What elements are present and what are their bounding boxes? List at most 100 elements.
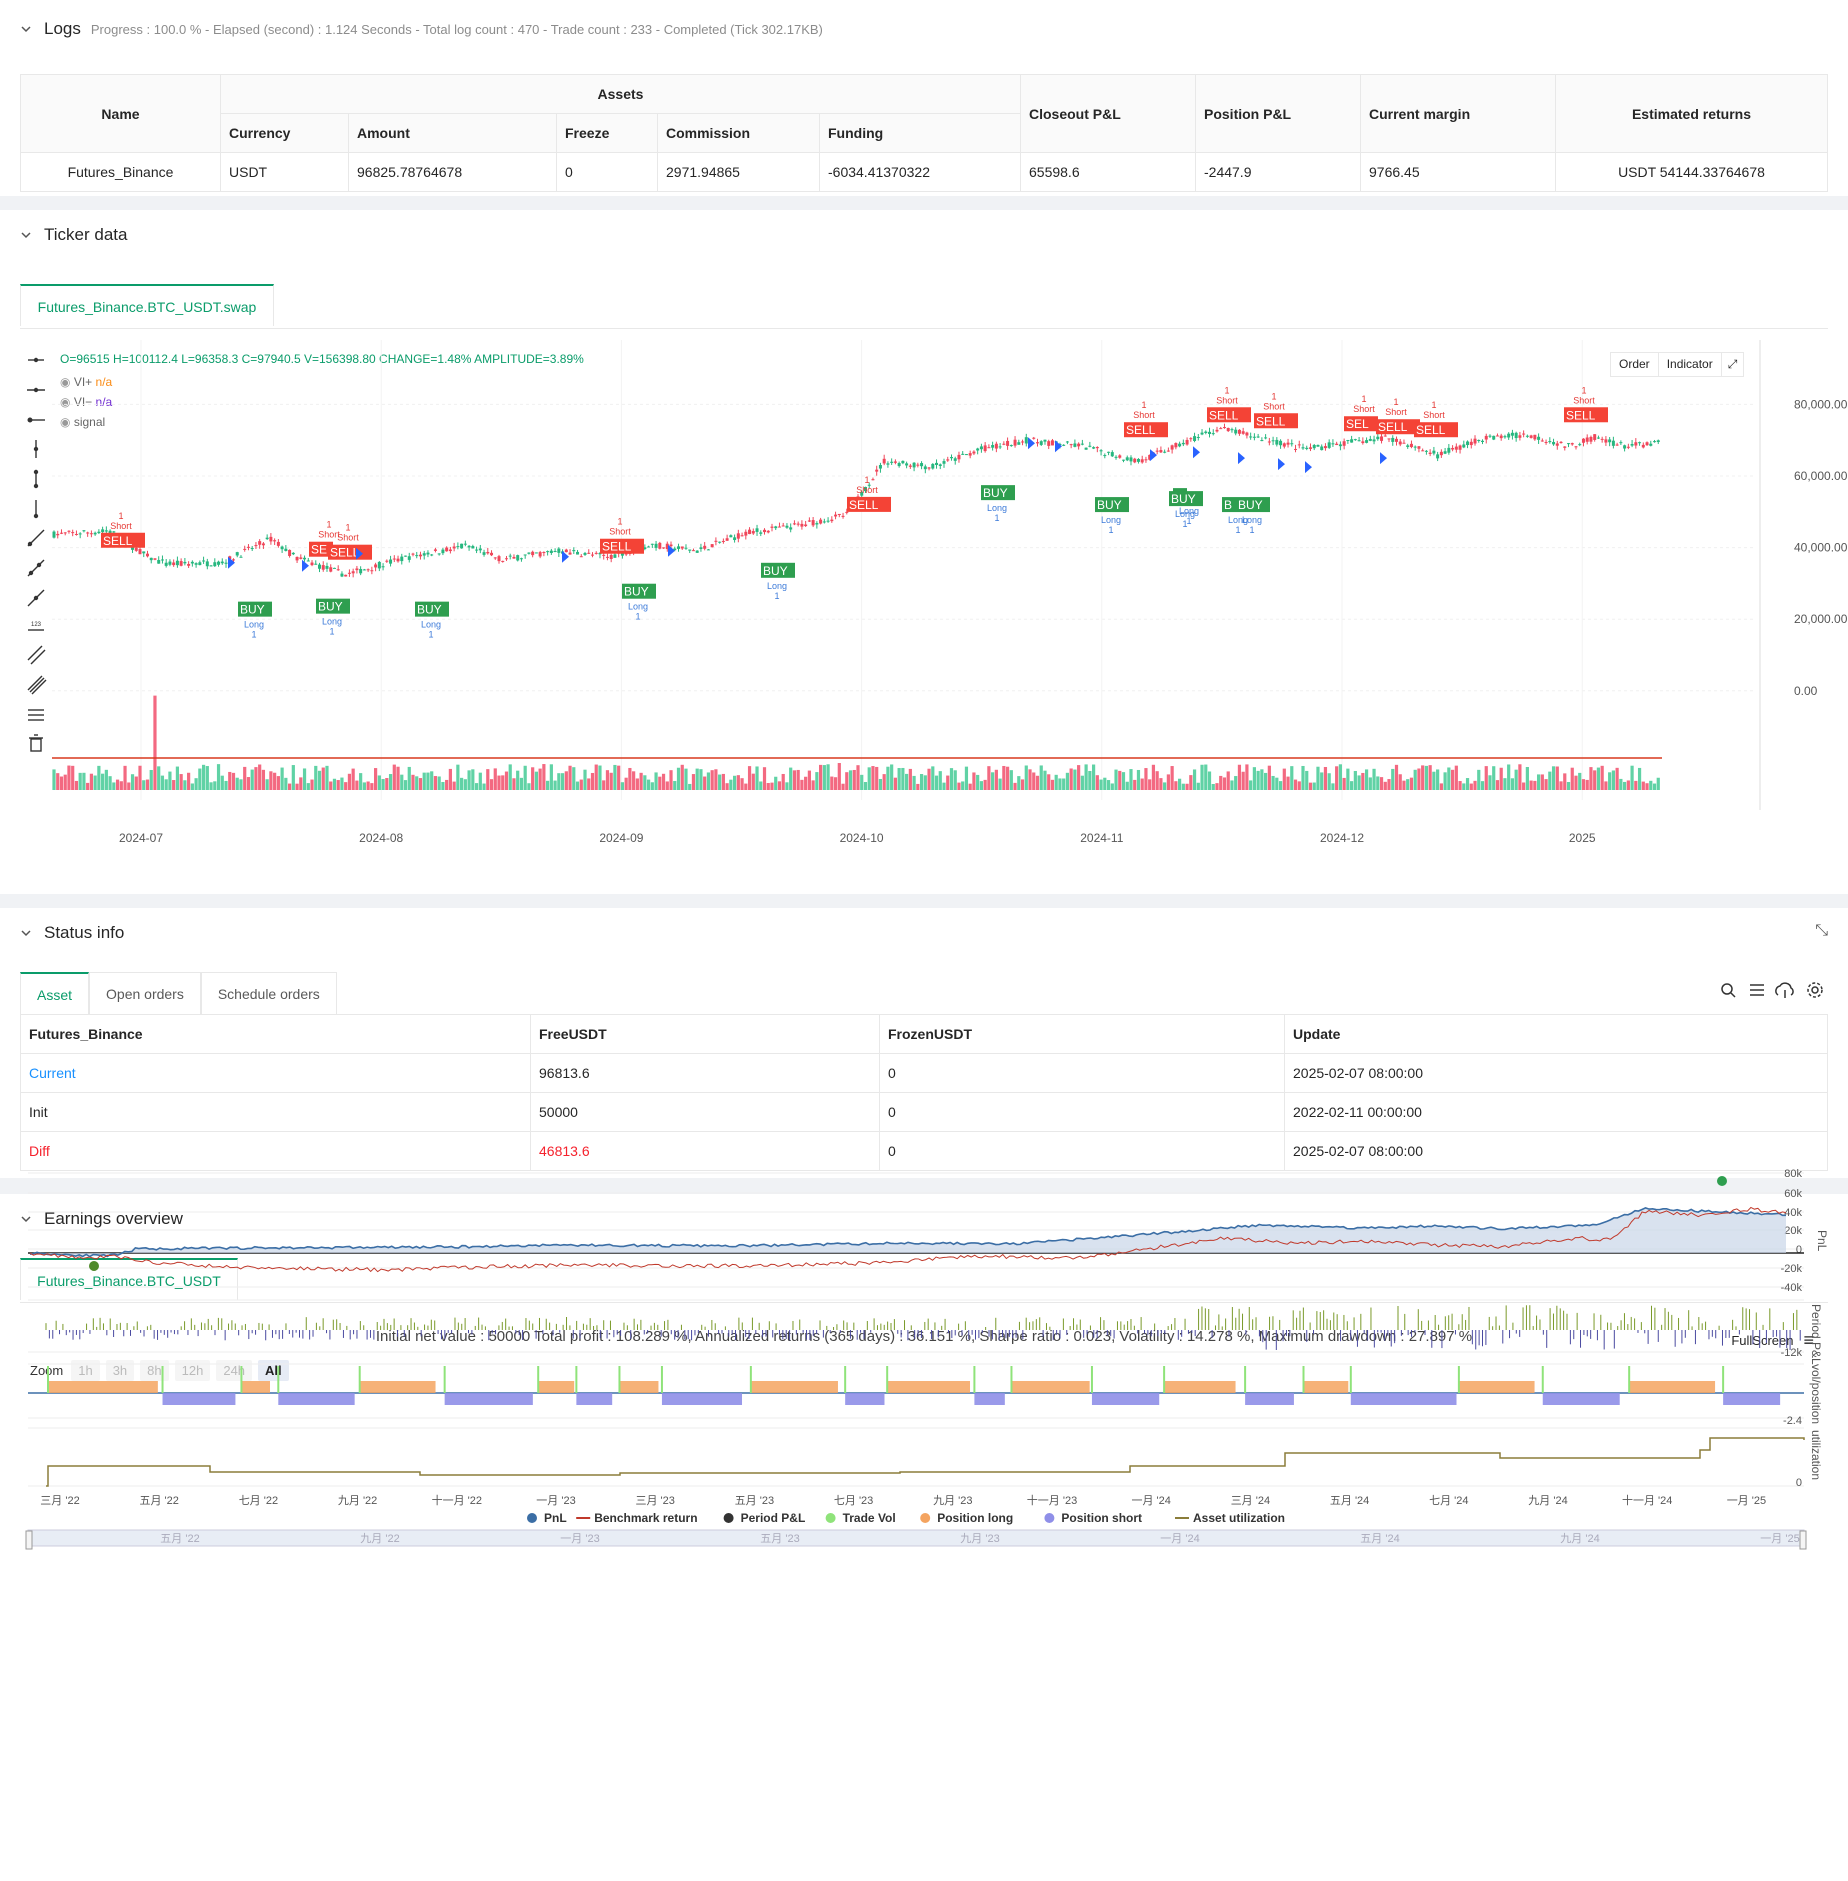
menu-icon[interactable] — [1750, 984, 1764, 996]
candle-body — [86, 532, 90, 534]
candle-body — [280, 546, 284, 550]
tab-schedule-orders[interactable]: Schedule orders — [200, 972, 337, 1014]
eye-icon[interactable]: ◉ — [60, 415, 71, 429]
candle-body — [822, 521, 826, 523]
buy-badge — [415, 601, 449, 617]
row-current-name[interactable]: Current — [20, 1053, 531, 1093]
earnings-chart[interactable]: 80k 60k 40k 20k 0 -20k -40k PnL -12k Period P&L -2… — [0, 1150, 1848, 1690]
candle-body — [968, 453, 972, 456]
tab-ticker-symbol[interactable]: Futures_Binance.BTC_USDT.swap — [20, 284, 274, 326]
chevron-down-icon[interactable] — [20, 1213, 32, 1225]
eye-icon[interactable]: ◉ — [60, 395, 71, 409]
horizontal-ray-tool-icon[interactable] — [27, 417, 45, 423]
volume-bar — [160, 775, 165, 790]
ray-line-tool-icon[interactable] — [27, 559, 45, 577]
volume-bar — [1402, 780, 1406, 790]
row-position: -2447.9 — [1195, 152, 1361, 192]
chevron-down-icon[interactable] — [20, 23, 32, 35]
zoom-8h[interactable]: 8h — [140, 1360, 169, 1381]
buy-badge-label: BUY — [763, 564, 788, 578]
legend-vi-plus[interactable]: ◉ VI+ n/a — [60, 375, 113, 389]
volume-bar — [804, 776, 808, 790]
trash-icon[interactable] — [29, 734, 43, 752]
sell-qty-label: 1 — [1224, 385, 1229, 395]
ticker-header[interactable]: Ticker data — [0, 210, 1848, 256]
chevron-down-icon[interactable] — [20, 229, 32, 241]
zoom-12h[interactable]: 12h — [174, 1360, 211, 1381]
zoom-1h[interactable]: 1h — [71, 1360, 100, 1381]
volume-bar — [1095, 775, 1099, 790]
x-tick-label: 2024-09 — [599, 831, 643, 845]
vertical-ray-tool-icon[interactable] — [33, 500, 39, 519]
candle-body — [261, 543, 265, 546]
sell-qty-label: 1 — [1393, 397, 1398, 407]
x-tick-label: 三月 '23 — [635, 1495, 674, 1507]
navigator-label: 一月 '25 — [1760, 1533, 1799, 1545]
horizontal-line-tool-icon[interactable] — [27, 387, 45, 393]
volume-bar — [953, 770, 957, 790]
expand-icon[interactable]: ⤢ — [1727, 357, 1738, 371]
legend-label: Position short — [1061, 1511, 1142, 1525]
vertical-line-tool-icon[interactable] — [33, 440, 39, 458]
candle-body — [740, 535, 744, 537]
ticker-section: Ticker data Futures_Binance.BTC_USDT.swa… — [0, 210, 1848, 894]
candle-body — [1645, 442, 1649, 446]
row-margin: 9766.45 — [1360, 152, 1556, 192]
eye-icon[interactable]: ◉ — [60, 375, 71, 389]
hamburger-menu-icon[interactable]: ≡ — [1803, 1330, 1814, 1350]
earnings-header[interactable]: Earnings overview — [0, 1194, 1848, 1240]
cloud-download-icon[interactable] — [1775, 982, 1794, 998]
candle-body — [89, 533, 93, 535]
candlestick-chart[interactable]: 120,000.00100,000.0080,000.0060,000.0040… — [52, 340, 1848, 850]
volume-bar — [949, 768, 954, 790]
volume-bar — [344, 782, 348, 790]
trend-line-tool-icon[interactable] — [27, 529, 45, 547]
volume-bar — [890, 764, 894, 790]
status-header[interactable]: Status info — [0, 908, 1848, 954]
volume-bar — [1260, 769, 1264, 790]
legend-vi-minus[interactable]: ◉ VI− n/a — [60, 395, 113, 409]
candle-body — [1260, 440, 1264, 442]
fibonacci-tool-icon[interactable] — [28, 709, 44, 721]
volume-bar — [179, 774, 183, 790]
crosshair-tool-icon[interactable] — [28, 357, 44, 363]
min-marker — [89, 1261, 99, 1271]
chevron-down-icon[interactable] — [20, 927, 32, 939]
fullscreen-control[interactable]: FullScreen ≡ — [1731, 1330, 1814, 1351]
legend-signal[interactable]: ◉ signal — [60, 415, 106, 429]
fullscreen-button[interactable]: FullScreen — [1731, 1333, 1794, 1348]
search-icon[interactable] — [1721, 983, 1736, 998]
candle-body — [460, 543, 464, 549]
volume-bar — [1271, 775, 1275, 790]
gear-icon[interactable] — [1807, 982, 1823, 998]
collapse-icon[interactable]: ⤡ — [1815, 922, 1828, 939]
buy-qty-label: 1 — [1235, 525, 1240, 535]
buy-badge — [316, 598, 350, 614]
navigator-label: 一月 '24 — [1160, 1533, 1199, 1545]
candle-body — [1522, 433, 1526, 435]
candle-body — [1222, 427, 1226, 429]
pitchfork-tool-icon[interactable] — [27, 675, 47, 695]
volume-bar — [1219, 775, 1223, 790]
indicator-button[interactable]: Indicator — [1659, 353, 1722, 376]
tab-open-orders[interactable]: Open orders — [89, 972, 201, 1014]
volume-bar — [205, 766, 209, 790]
sell-badge-label: SELL — [849, 498, 879, 512]
vertical-segment-tool-icon[interactable] — [33, 469, 39, 489]
zoom-3h[interactable]: 3h — [105, 1360, 135, 1381]
volume-bar — [306, 783, 310, 790]
candle-body — [1110, 452, 1114, 457]
candle-body — [1335, 443, 1339, 446]
candle-body — [1092, 447, 1096, 449]
extended-line-tool-icon[interactable] — [27, 589, 45, 607]
tab-earnings-symbol[interactable]: Futures_Binance.BTC_USDT — [20, 1258, 238, 1300]
util-axis-label: 0 — [1796, 1477, 1802, 1489]
parallel-channel-tool-icon[interactable] — [27, 645, 46, 665]
logs-header[interactable]: Logs Progress : 100.0 % - Elapsed (secon… — [0, 0, 1848, 58]
tab-asset[interactable]: Asset — [20, 972, 90, 1014]
candle-body — [546, 551, 550, 553]
price-label-tool-icon[interactable]: 123 — [28, 622, 44, 631]
order-button[interactable]: Order — [1611, 353, 1659, 376]
candle-body — [508, 555, 512, 557]
zoom-24h[interactable]: 24h — [216, 1360, 253, 1381]
